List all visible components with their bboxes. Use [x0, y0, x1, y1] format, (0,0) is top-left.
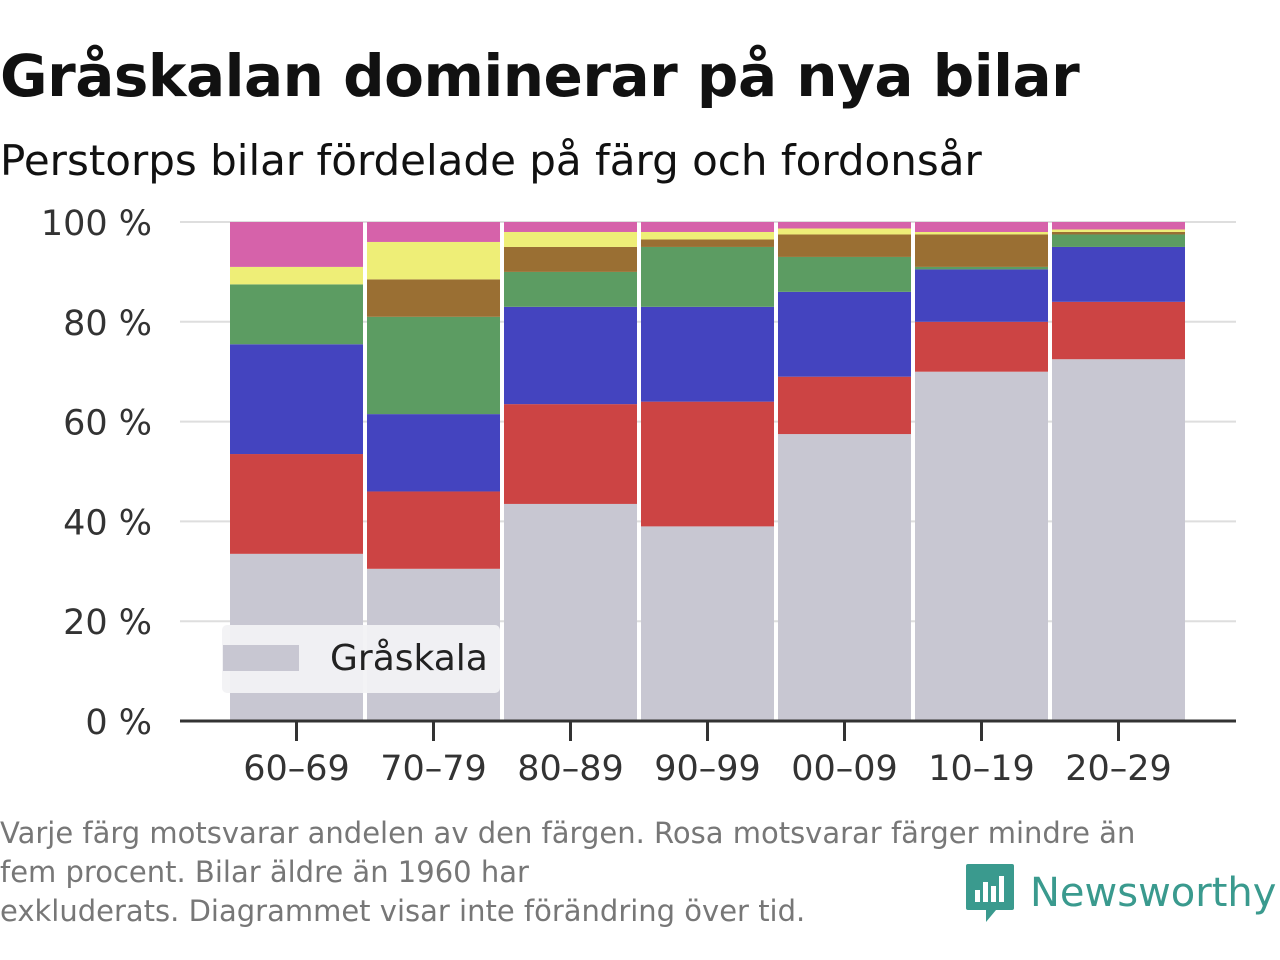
bar-segment [778, 376, 911, 435]
bar-segment [641, 239, 774, 247]
stacked-bar-chart: 0 % 20 % 40 % 60 % 80 % 100 % 60–69 70–79 80–89… [41, 204, 1236, 789]
bar-segment [1052, 222, 1185, 230]
bar-segment [367, 279, 500, 317]
x-tick-label: 70–79 [380, 749, 487, 789]
bar-segment [504, 231, 637, 247]
bar-segment [504, 306, 637, 405]
y-tick-label: 100 % [41, 204, 152, 244]
bar-segment [230, 222, 363, 267]
bar-segment [915, 269, 1048, 322]
bar-segment [778, 234, 911, 257]
bar-segment [504, 246, 637, 272]
bar-segment [1052, 301, 1185, 360]
bars [230, 222, 1185, 721]
bar-segment [367, 316, 500, 415]
bar-segment [915, 371, 1048, 721]
bar-segment [641, 526, 774, 721]
bar-segment [367, 414, 500, 492]
bar-segment [230, 344, 363, 455]
x-tick-label: 80–89 [517, 749, 624, 789]
chart-title: Gråskalan dominerar på nya bilar [0, 42, 1080, 110]
x-axis-labels: 60–69 70–79 80–89 90–99 00–09 10–19 20–29 [243, 721, 1172, 789]
bar-segment [1052, 246, 1185, 302]
bar-segment [915, 231, 1048, 235]
bar-segment [1052, 234, 1185, 247]
bar-segment [504, 222, 637, 232]
y-tick-label: 40 % [63, 503, 152, 543]
brand-name: Newsworthy [1030, 870, 1277, 916]
bar-segment [641, 231, 774, 240]
bar-segment [778, 291, 911, 377]
bar-segment [778, 228, 911, 235]
x-tick-label: 00–09 [791, 749, 898, 789]
y-tick-label: 0 % [85, 703, 152, 743]
legend-swatch-graskala [223, 645, 299, 671]
bar-segment [915, 266, 1048, 270]
bar-segment [915, 234, 1048, 267]
footnote: Varje färg motsvarar andelen av den färg… [0, 814, 1250, 931]
bar-segment [915, 321, 1048, 372]
bar-segment [778, 222, 911, 229]
y-tick-label: 60 % [63, 404, 152, 444]
bar-segment [1052, 229, 1185, 232]
bar-segment [641, 246, 774, 307]
bar-segment [230, 284, 363, 345]
bar-segment [230, 454, 363, 554]
legend: Gråskala [222, 625, 500, 693]
footnote-line-1: Varje färg motsvarar andelen av den färg… [0, 816, 1136, 850]
x-tick-label: 10–19 [928, 749, 1035, 789]
y-axis-labels: 0 % 20 % 40 % 60 % 80 % 100 % [41, 204, 152, 743]
bar-segment [1052, 359, 1185, 721]
x-tick-label: 20–29 [1065, 749, 1172, 789]
footnote-line-3: exkluderats. Diagrammet visar inte förän… [0, 894, 806, 928]
bar-segment [504, 271, 637, 307]
bar-segment [504, 503, 637, 721]
footnote-line-2: fem procent. Bilar äldre än 1960 har [0, 855, 529, 889]
y-tick-label: 80 % [63, 304, 152, 344]
chart-subtitle: Perstorps bilar fördelade på färg och fo… [0, 136, 982, 185]
newsworthy-logo-icon [966, 864, 1014, 922]
bar-segment [367, 241, 500, 280]
legend-box [222, 625, 500, 693]
bar-segment [367, 491, 500, 569]
bar-segment [230, 266, 363, 285]
bar-segment [367, 222, 500, 242]
x-tick-label: 90–99 [654, 749, 761, 789]
bar-segment [778, 256, 911, 292]
bar-segment [641, 306, 774, 402]
x-tick-label: 60–69 [243, 749, 350, 789]
bar-segment [1052, 231, 1185, 235]
bar-segment [641, 222, 774, 232]
bar-segment [915, 222, 1048, 232]
brand-logo: Newsworthy [964, 862, 1276, 924]
bar-segment [504, 404, 637, 504]
y-tick-label: 20 % [63, 603, 152, 643]
bar-segment [641, 401, 774, 527]
bar-segment [778, 434, 911, 721]
legend-label-graskala: Gråskala [330, 638, 488, 679]
